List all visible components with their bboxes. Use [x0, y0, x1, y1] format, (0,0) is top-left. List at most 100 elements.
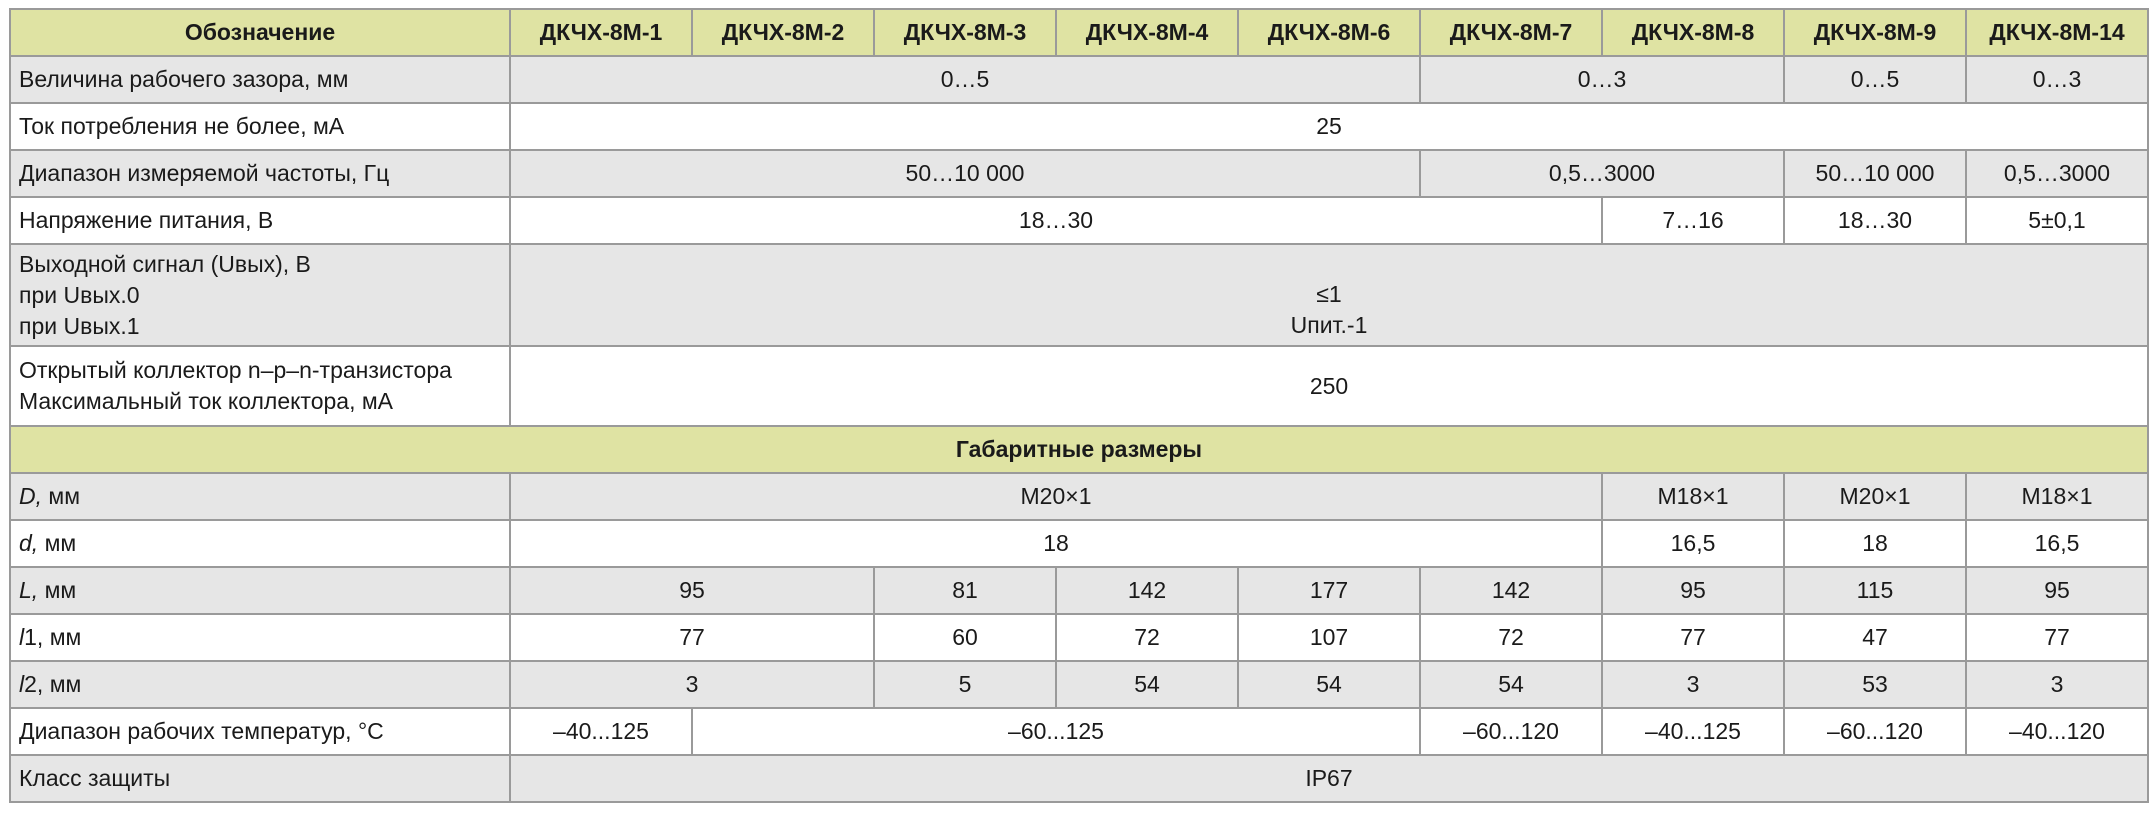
cell: М20×1 [1783, 472, 1967, 521]
cell: 18…30 [1783, 196, 1967, 245]
cell: 18 [509, 519, 1603, 568]
cell: 5±0,1 [1965, 196, 2149, 245]
cell: 54 [1419, 660, 1603, 709]
row: d, мм 18 16,5 18 16,5 [9, 519, 2149, 568]
cell: ≤1 Uпит.-1 [509, 243, 2149, 347]
cell: 77 [1601, 613, 1785, 662]
cell: М20×1 [509, 472, 1603, 521]
row-label: L, мм [9, 566, 511, 615]
cell: 250 [509, 345, 2149, 427]
cell: 50…10 000 [1783, 149, 1967, 198]
cell: –60...120 [1419, 707, 1603, 756]
cell: 0…5 [509, 55, 1421, 104]
cell: –60...125 [691, 707, 1421, 756]
cell-line: ≤1 [1316, 281, 1342, 307]
row: L, мм 95 81 142 177 142 95 115 95 [9, 566, 2149, 615]
cell: 5 [873, 660, 1057, 709]
row-label: Напряжение питания, В [9, 196, 511, 245]
cell: 177 [1237, 566, 1421, 615]
header-cell: ДКЧХ-8М-9 [1783, 8, 1967, 57]
row-label: Величина рабочего зазора, мм [9, 55, 511, 104]
header-row: Обозначение ДКЧХ-8М-1 ДКЧХ-8М-2 ДКЧХ-8М-… [9, 8, 2149, 57]
row-label: Выходной сигнал (Uвых), В при Uвых.0 при… [9, 243, 511, 347]
header-cell: ДКЧХ-8М-8 [1601, 8, 1785, 57]
cell: 0,5…3000 [1419, 149, 1785, 198]
row-label: Диапазон рабочих температур, °С [9, 707, 511, 756]
header-cell: ДКЧХ-8М-7 [1419, 8, 1603, 57]
spec-table: Обозначение ДКЧХ-8М-1 ДКЧХ-8М-2 ДКЧХ-8М-… [9, 8, 2149, 803]
cell: 115 [1783, 566, 1967, 615]
cell: 81 [873, 566, 1057, 615]
cell: 77 [509, 613, 875, 662]
row-label: Диапазон измеряемой частоты, Гц [9, 149, 511, 198]
cell: –40...125 [1601, 707, 1785, 756]
label-line: при Uвых.1 [19, 312, 140, 339]
cell: 7…16 [1601, 196, 1785, 245]
row-label: d, мм [9, 519, 511, 568]
cell: 16,5 [1601, 519, 1785, 568]
row-label: Ток потребления не более, мА [9, 102, 511, 151]
header-cell: ДКЧХ-8М-2 [691, 8, 875, 57]
cell: 54 [1237, 660, 1421, 709]
cell: М18×1 [1965, 472, 2149, 521]
cell: 3 [509, 660, 875, 709]
cell: 142 [1419, 566, 1603, 615]
label-line: Выходной сигнал (Uвых), В [19, 250, 311, 277]
header-cell: ДКЧХ-8М-3 [873, 8, 1057, 57]
row-label: Открытый коллектор n–p–n-транзистора Мак… [9, 345, 511, 427]
cell: –60...120 [1783, 707, 1967, 756]
row: Напряжение питания, В 18…30 7…16 18…30 5… [9, 196, 2149, 245]
cell-line: Uпит.-1 [1290, 312, 1368, 338]
cell: 0…3 [1419, 55, 1785, 104]
cell: 72 [1419, 613, 1603, 662]
cell: 0…3 [1965, 55, 2149, 104]
header-cell: ДКЧХ-8М-6 [1237, 8, 1421, 57]
cell: –40...120 [1965, 707, 2149, 756]
label-line: Открытый коллектор n–p–n-транзистора [19, 357, 452, 383]
cell: М18×1 [1601, 472, 1785, 521]
row: Диапазон измеряемой частоты, Гц 50…10 00… [9, 149, 2149, 198]
cell: 54 [1055, 660, 1239, 709]
row: l2, мм 3 5 54 54 54 3 53 3 [9, 660, 2149, 709]
cell: 16,5 [1965, 519, 2149, 568]
row: Диапазон рабочих температур, °С –40...12… [9, 707, 2149, 756]
cell: 47 [1783, 613, 1967, 662]
row: Ток потребления не более, мА 25 [9, 102, 2149, 151]
cell: 95 [1601, 566, 1785, 615]
cell: 25 [509, 102, 2149, 151]
row-label: Класс защиты [9, 754, 511, 803]
section-row: Габаритные размеры [9, 425, 2149, 474]
row: l1, мм 77 60 72 107 72 77 47 77 [9, 613, 2149, 662]
header-cell: ДКЧХ-8М-1 [509, 8, 693, 57]
row-label: l2, мм [9, 660, 511, 709]
section-title: Габаритные размеры [9, 425, 2149, 474]
row: Открытый коллектор n–p–n-транзистора Мак… [9, 345, 2149, 427]
cell: 0,5…3000 [1965, 149, 2149, 198]
row: Класс защиты IP67 [9, 754, 2149, 803]
cell: –40...125 [509, 707, 693, 756]
cell: 53 [1783, 660, 1967, 709]
label-line: Максимальный ток коллектора, мА [19, 388, 394, 414]
cell: 0…5 [1783, 55, 1967, 104]
header-cell: ДКЧХ-8М-14 [1965, 8, 2149, 57]
header-cell: ДКЧХ-8М-4 [1055, 8, 1239, 57]
row: D, мм М20×1 М18×1 М20×1 М18×1 [9, 472, 2149, 521]
cell: 3 [1965, 660, 2149, 709]
row: Выходной сигнал (Uвых), В при Uвых.0 при… [9, 243, 2149, 347]
cell: 77 [1965, 613, 2149, 662]
cell: 18…30 [509, 196, 1603, 245]
cell: 107 [1237, 613, 1421, 662]
header-cell: Обозначение [9, 8, 511, 57]
row-label: l1, мм [9, 613, 511, 662]
cell: 3 [1601, 660, 1785, 709]
cell: 95 [1965, 566, 2149, 615]
cell: 72 [1055, 613, 1239, 662]
cell: IP67 [509, 754, 2149, 803]
cell: 142 [1055, 566, 1239, 615]
cell: 18 [1783, 519, 1967, 568]
cell: 95 [509, 566, 875, 615]
label-line: при Uвых.0 [19, 281, 140, 308]
row-label: D, мм [9, 472, 511, 521]
cell: 60 [873, 613, 1057, 662]
